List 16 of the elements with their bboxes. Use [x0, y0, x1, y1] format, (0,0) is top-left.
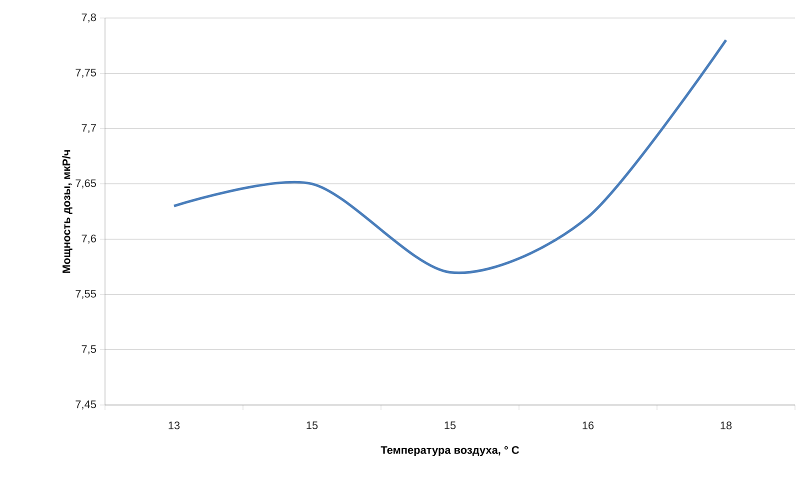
y-tick-label: 7,65 — [76, 179, 96, 188]
y-tick-label: 7,5 — [82, 345, 96, 354]
y-tick-label: 7,75 — [76, 68, 96, 78]
y-tick-label: 7,6 — [82, 234, 96, 244]
x-axis-title: Температура воздуха, ° С — [380, 446, 520, 456]
line-series — [172, 38, 728, 274]
y-tick-label: 7,8 — [82, 13, 96, 23]
x-tick-label: 18 — [720, 422, 732, 430]
y-tick-label: 7,55 — [76, 290, 96, 299]
x-tick-label: 15 — [444, 422, 456, 430]
x-tick-label: 13 — [168, 422, 180, 430]
y-tick-label: 7,45 — [76, 400, 96, 410]
x-tick-label: 15 — [306, 422, 318, 430]
y-tick-label: 7,7 — [82, 124, 96, 134]
x-tick-label: 16 — [582, 422, 594, 430]
y-axis-title: Мощность дозы, мкР/ч — [62, 150, 72, 273]
